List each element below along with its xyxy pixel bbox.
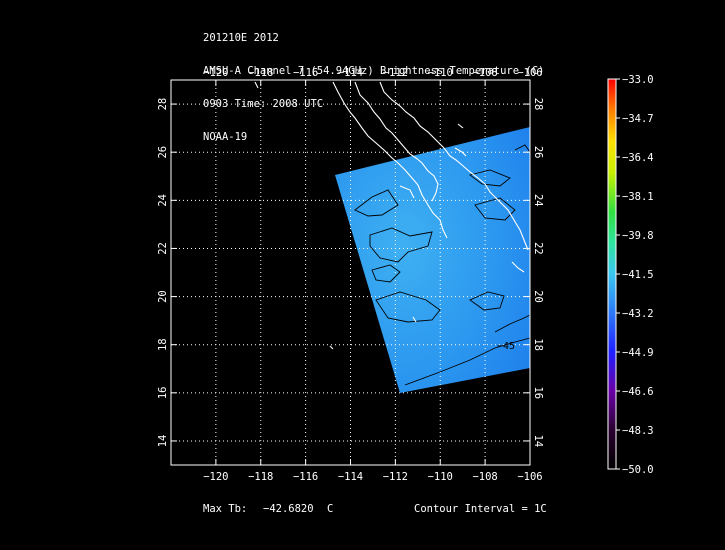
lat-tick-label-right: 24 [532, 194, 544, 207]
lat-tick-label-left: 24 [157, 194, 169, 207]
coastline [254, 81, 529, 350]
lat-tick-label-right: 22 [532, 242, 544, 255]
lon-tick-label-bottom: −118 [248, 471, 273, 483]
lat-lon-gridlines [171, 80, 530, 465]
colorbar-ticks: −33.0 −34.7 −36.4 −38.1 −39.8 −41.5 −43.2 −44.9… [616, 74, 654, 476]
lon-tick-label-bottom: −116 [293, 471, 318, 483]
lat-tick-label-right: 28 [532, 98, 544, 111]
lat-tick-label-right: 26 [532, 146, 544, 159]
lon-tick-label-top: −116 [293, 67, 318, 79]
contour-interval: Contour Interval = 1C [414, 503, 547, 515]
colorbar-tick-label: −33.0 [622, 74, 654, 86]
header-satellite: NOAA-19 [203, 131, 248, 143]
lon-tick-label-bottom: −108 [472, 471, 497, 483]
axis-ticks: −120 −120 −118 −118 −116 −116 −114 −114 −112 −112… [157, 67, 544, 483]
contour-value-label: −45 [497, 341, 515, 352]
header-date: 201210E 2012 [203, 32, 279, 44]
lat-tick-label-right: 16 [532, 386, 544, 399]
lon-tick-label-bottom: −114 [338, 471, 363, 483]
max-tb-label: Max Tb: [203, 503, 248, 515]
colorbar-tick-label: −34.7 [622, 113, 654, 125]
colorbar-tick-label: −50.0 [622, 464, 654, 476]
lat-tick-label-left: 28 [157, 98, 169, 111]
colorbar-tick-label: −43.2 [622, 308, 654, 320]
colorbar-tick-label: −46.6 [622, 386, 654, 398]
lon-tick-label-top: −114 [338, 67, 363, 79]
lon-tick-label-top: −110 [428, 67, 453, 79]
lat-tick-label-right: 20 [532, 290, 544, 303]
temperature-contours [354, 144, 530, 386]
lat-tick-label-left: 16 [157, 386, 169, 399]
lon-tick-label-top: −108 [472, 67, 497, 79]
lon-tick-label-bottom: −110 [428, 471, 453, 483]
lon-tick-label-bottom: −120 [203, 471, 228, 483]
colorbar-tick-label: −41.5 [622, 269, 654, 281]
lat-tick-label-left: 22 [157, 242, 169, 255]
lat-tick-label-left: 18 [157, 338, 169, 351]
lon-tick-label-top: −118 [248, 67, 273, 79]
lat-tick-label-right: 14 [532, 435, 544, 448]
lat-tick-label-right: 18 [532, 338, 544, 351]
lon-tick-label-bottom: −106 [517, 471, 542, 483]
colorbar-tick-label: −44.9 [622, 347, 654, 359]
lon-tick-label-bottom: −112 [383, 471, 408, 483]
max-tb-value: −42.6820 [263, 503, 314, 515]
satellite-swath [335, 127, 530, 393]
colorbar-tick-label: −38.1 [622, 191, 654, 203]
max-tb-unit: C [327, 503, 334, 515]
header-product: AMSU-A Channel 7 (54.94GHz) Brightness T… [203, 65, 545, 77]
lat-tick-label-left: 26 [157, 146, 169, 159]
lat-tick-label-left: 20 [157, 290, 169, 303]
colorbar-scale [607, 78, 617, 470]
colorbar-tick-label: −48.3 [622, 425, 654, 437]
lat-tick-label-left: 14 [157, 435, 169, 448]
lon-tick-label-top: −112 [383, 67, 408, 79]
colorbar-tick-label: −36.4 [622, 152, 654, 164]
lon-tick-label-top: −120 [203, 67, 228, 79]
lon-tick-label-top: −106 [517, 67, 542, 79]
colorbar-tick-label: −39.8 [622, 230, 654, 242]
